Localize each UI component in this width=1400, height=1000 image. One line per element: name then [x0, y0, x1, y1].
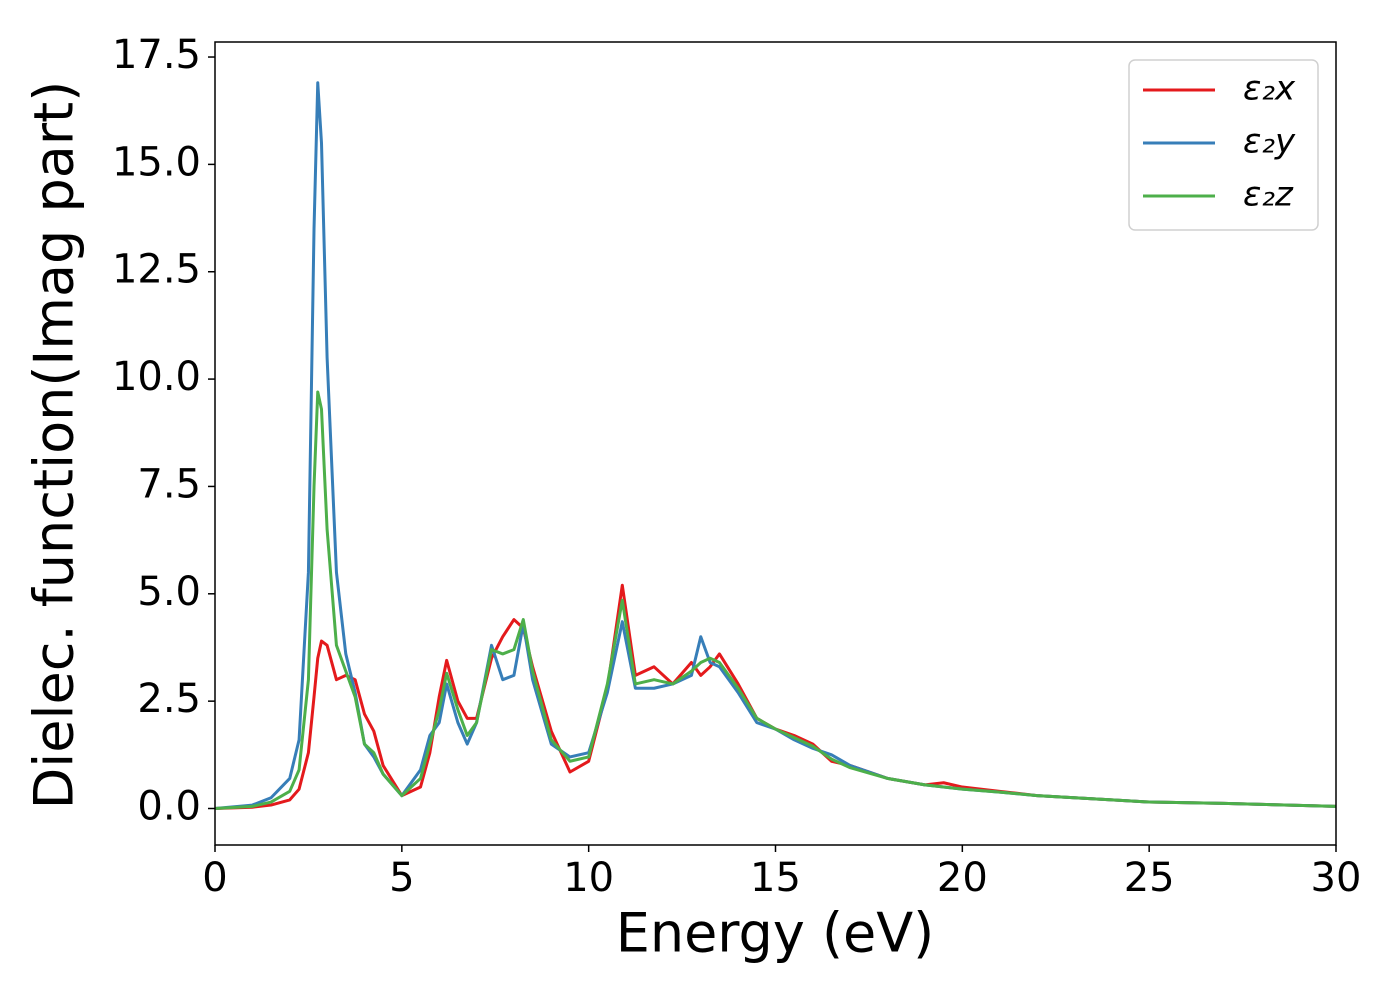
y-tick-label: 0.0 — [137, 784, 201, 830]
y-axis-label: Dielec. function(Imag part) — [23, 81, 86, 810]
y-tick-label: 15.0 — [112, 139, 201, 185]
x-tick-label: 25 — [1124, 855, 1175, 901]
plot-frame — [214, 41, 1337, 846]
y-tick-label: 7.5 — [137, 461, 201, 507]
y-tick-label: 5.0 — [137, 569, 201, 615]
x-tick-label: 15 — [750, 855, 801, 901]
y-tick-label: 2.5 — [137, 676, 201, 722]
x-tick-label: 30 — [1311, 855, 1362, 901]
x-axis-label: Energy (eV) — [616, 902, 935, 965]
x-tick-label: 10 — [563, 855, 614, 901]
x-tick-label: 0 — [202, 855, 227, 901]
x-tick-label: 5 — [389, 855, 414, 901]
legend-box — [1128, 59, 1319, 231]
x-tick-label: 20 — [937, 855, 988, 901]
legend-label: ε₂y — [1243, 122, 1296, 162]
y-tick-label: 12.5 — [112, 247, 201, 293]
legend-label: ε₂z — [1243, 175, 1294, 215]
series-line — [214, 390, 1337, 810]
y-tick-label: 17.5 — [112, 32, 201, 78]
legend-label: ε₂x — [1243, 69, 1296, 109]
y-tick-label: 10.0 — [112, 354, 201, 400]
